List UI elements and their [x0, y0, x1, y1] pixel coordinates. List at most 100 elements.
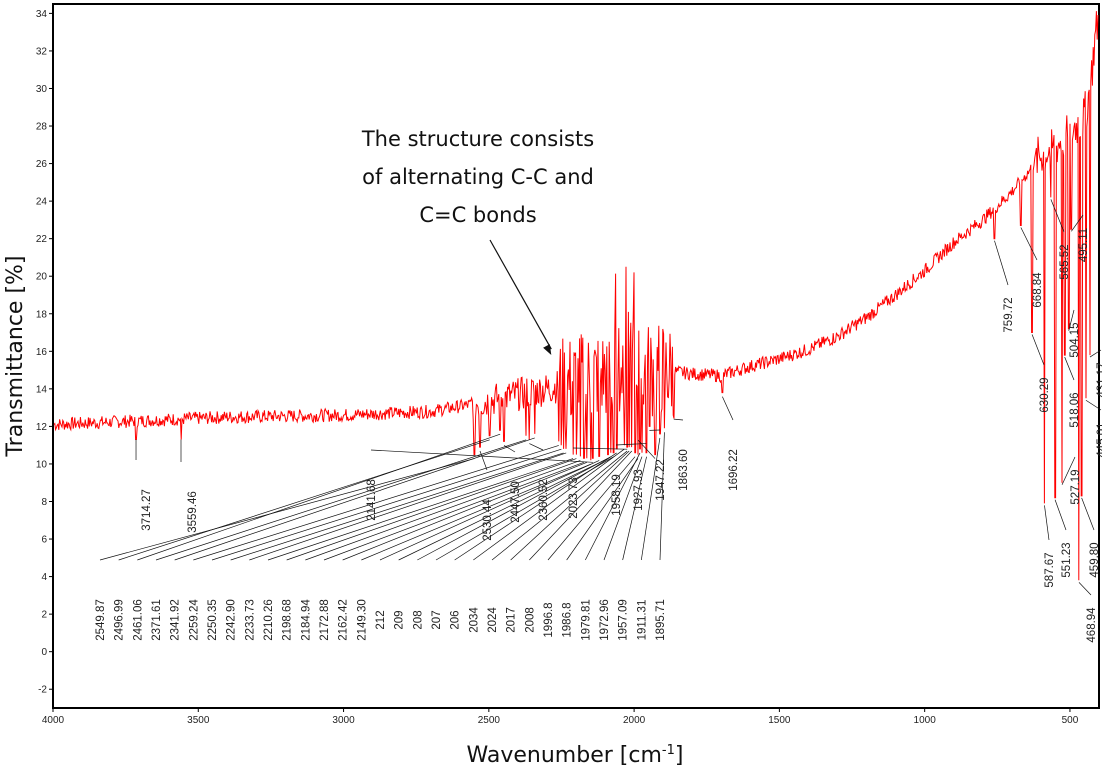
peak-label: 459.80	[1089, 542, 1101, 577]
peak-leader	[342, 461, 588, 561]
y-tick-label: 0	[41, 647, 47, 658]
peak-leader	[211, 448, 562, 561]
peak-leader	[323, 461, 585, 561]
peak-leader	[137, 433, 501, 561]
peak-label: 1927.93	[633, 469, 645, 511]
peak-leader	[398, 458, 609, 561]
peak-leader	[1089, 349, 1102, 358]
peak-leader	[379, 460, 600, 561]
x-tick-label: 2500	[478, 715, 501, 726]
y-tick-label: 34	[36, 9, 48, 20]
peak-label: 2017	[506, 607, 518, 633]
peak-leader	[529, 443, 544, 451]
x-axis-title-sup: -1	[662, 743, 675, 758]
peak-label: 2024	[487, 607, 499, 633]
peak-leader	[659, 432, 665, 561]
peak-label: 2008	[524, 607, 536, 633]
peak-leader	[454, 452, 617, 561]
peak-leader	[503, 445, 516, 453]
peak-leader	[510, 450, 630, 561]
peak-leader	[1054, 499, 1067, 531]
peak-label: 206	[450, 610, 462, 629]
annotation-line-2: of alternating C-C and	[362, 165, 594, 189]
x-tick-label: 2000	[623, 715, 646, 726]
peak-label: 518.06	[1069, 392, 1081, 427]
peak-label: 1996.8	[543, 602, 555, 637]
x-axis-title-end: ]	[675, 743, 684, 768]
peak-label: 2242.90	[226, 599, 238, 641]
peak-label: 207	[431, 610, 443, 629]
y-tick-label: 12	[36, 422, 48, 433]
peak-label: 2341.92	[170, 599, 182, 641]
peak-label: 668.84	[1032, 272, 1044, 308]
peak-label: 2259.24	[188, 599, 200, 641]
x-tick-label: 4000	[42, 715, 65, 726]
x-tick-label: 500	[1062, 715, 1079, 726]
annotation-arrow	[489, 239, 552, 350]
peak-leader	[1081, 497, 1095, 531]
peak-leader	[547, 456, 636, 561]
peak-leader	[673, 418, 684, 421]
peak-label: 1895.71	[655, 599, 667, 641]
spectrum-series	[53, 11, 1099, 581]
peak-label: 759.72	[1003, 297, 1015, 332]
y-tick-label: 4	[41, 572, 47, 583]
peak-label: 2461.06	[132, 599, 144, 641]
y-tick-label: 24	[36, 197, 48, 208]
peak-leader	[622, 456, 647, 561]
peak-leader	[640, 437, 661, 561]
peak-label: 212	[375, 610, 387, 629]
x-tick-label: 1500	[768, 715, 791, 726]
peak-label: 1972.96	[599, 599, 611, 641]
annotation-line-3: C=C bonds	[419, 203, 536, 227]
peak-labels: 3714.27 3559.46 2549.87 2496.99 2461.06 2371.…	[95, 228, 1102, 643]
y-tick-label: 20	[36, 272, 48, 283]
peak-label: 2141.68	[366, 479, 378, 521]
y-tick-label: 10	[36, 459, 48, 470]
peak-leader	[267, 458, 574, 561]
peak-label: 495.11	[1078, 228, 1090, 262]
peak-leader	[1078, 582, 1092, 596]
peak-leader-lines	[99, 199, 1102, 596]
y-tick-label: 2	[41, 610, 47, 621]
peak-label: 2549.87	[95, 599, 107, 641]
peak-label: 2034	[468, 607, 480, 633]
peak-leader	[417, 456, 612, 561]
peak-leader	[479, 450, 488, 471]
peak-leader	[435, 456, 614, 561]
peak-label: 1986.8	[562, 602, 574, 637]
peak-label: 1979.81	[580, 599, 592, 641]
peak-label: 445.01	[1096, 422, 1102, 457]
y-tick-label: 6	[41, 535, 47, 546]
y-tick-label: 30	[36, 84, 48, 95]
annotation: The structure consists of alternating C-…	[361, 127, 594, 356]
peak-leader	[491, 450, 628, 561]
spectrum-line	[53, 11, 1099, 581]
peak-leader	[155, 439, 527, 561]
peak-leader	[99, 458, 475, 561]
x-axis-title-base: Wavenumber [cm	[467, 743, 662, 768]
y-tick-label: 8	[41, 497, 47, 508]
y-tick-label: 28	[36, 122, 48, 133]
peak-label: 1696.22	[728, 449, 740, 491]
peak-leader	[1050, 199, 1065, 233]
x-axis-title: Wavenumber [cm-1]	[467, 743, 684, 768]
peak-label: 2210.26	[263, 599, 275, 641]
peak-leader	[1085, 399, 1102, 411]
x-axis: 4000 3500 3000 2500 2000 1500 1000 500	[42, 708, 1079, 726]
peak-label: 565.52	[1059, 244, 1071, 279]
y-tick-label: 26	[36, 159, 48, 170]
peak-label: 209	[394, 610, 406, 629]
peak-leader	[193, 445, 559, 561]
peak-label: 551.23	[1061, 542, 1073, 577]
x-tick-label: 1000	[914, 715, 937, 726]
peak-label: 1957.09	[618, 599, 630, 641]
peak-leader	[305, 460, 581, 561]
peak-leader	[529, 450, 633, 561]
y-axis-title: Transmittance [%]	[3, 255, 28, 457]
peak-label: 3714.27	[141, 489, 153, 531]
peak-leader	[249, 452, 567, 561]
peak-label: 208	[412, 610, 424, 629]
peak-leader	[1044, 505, 1050, 541]
